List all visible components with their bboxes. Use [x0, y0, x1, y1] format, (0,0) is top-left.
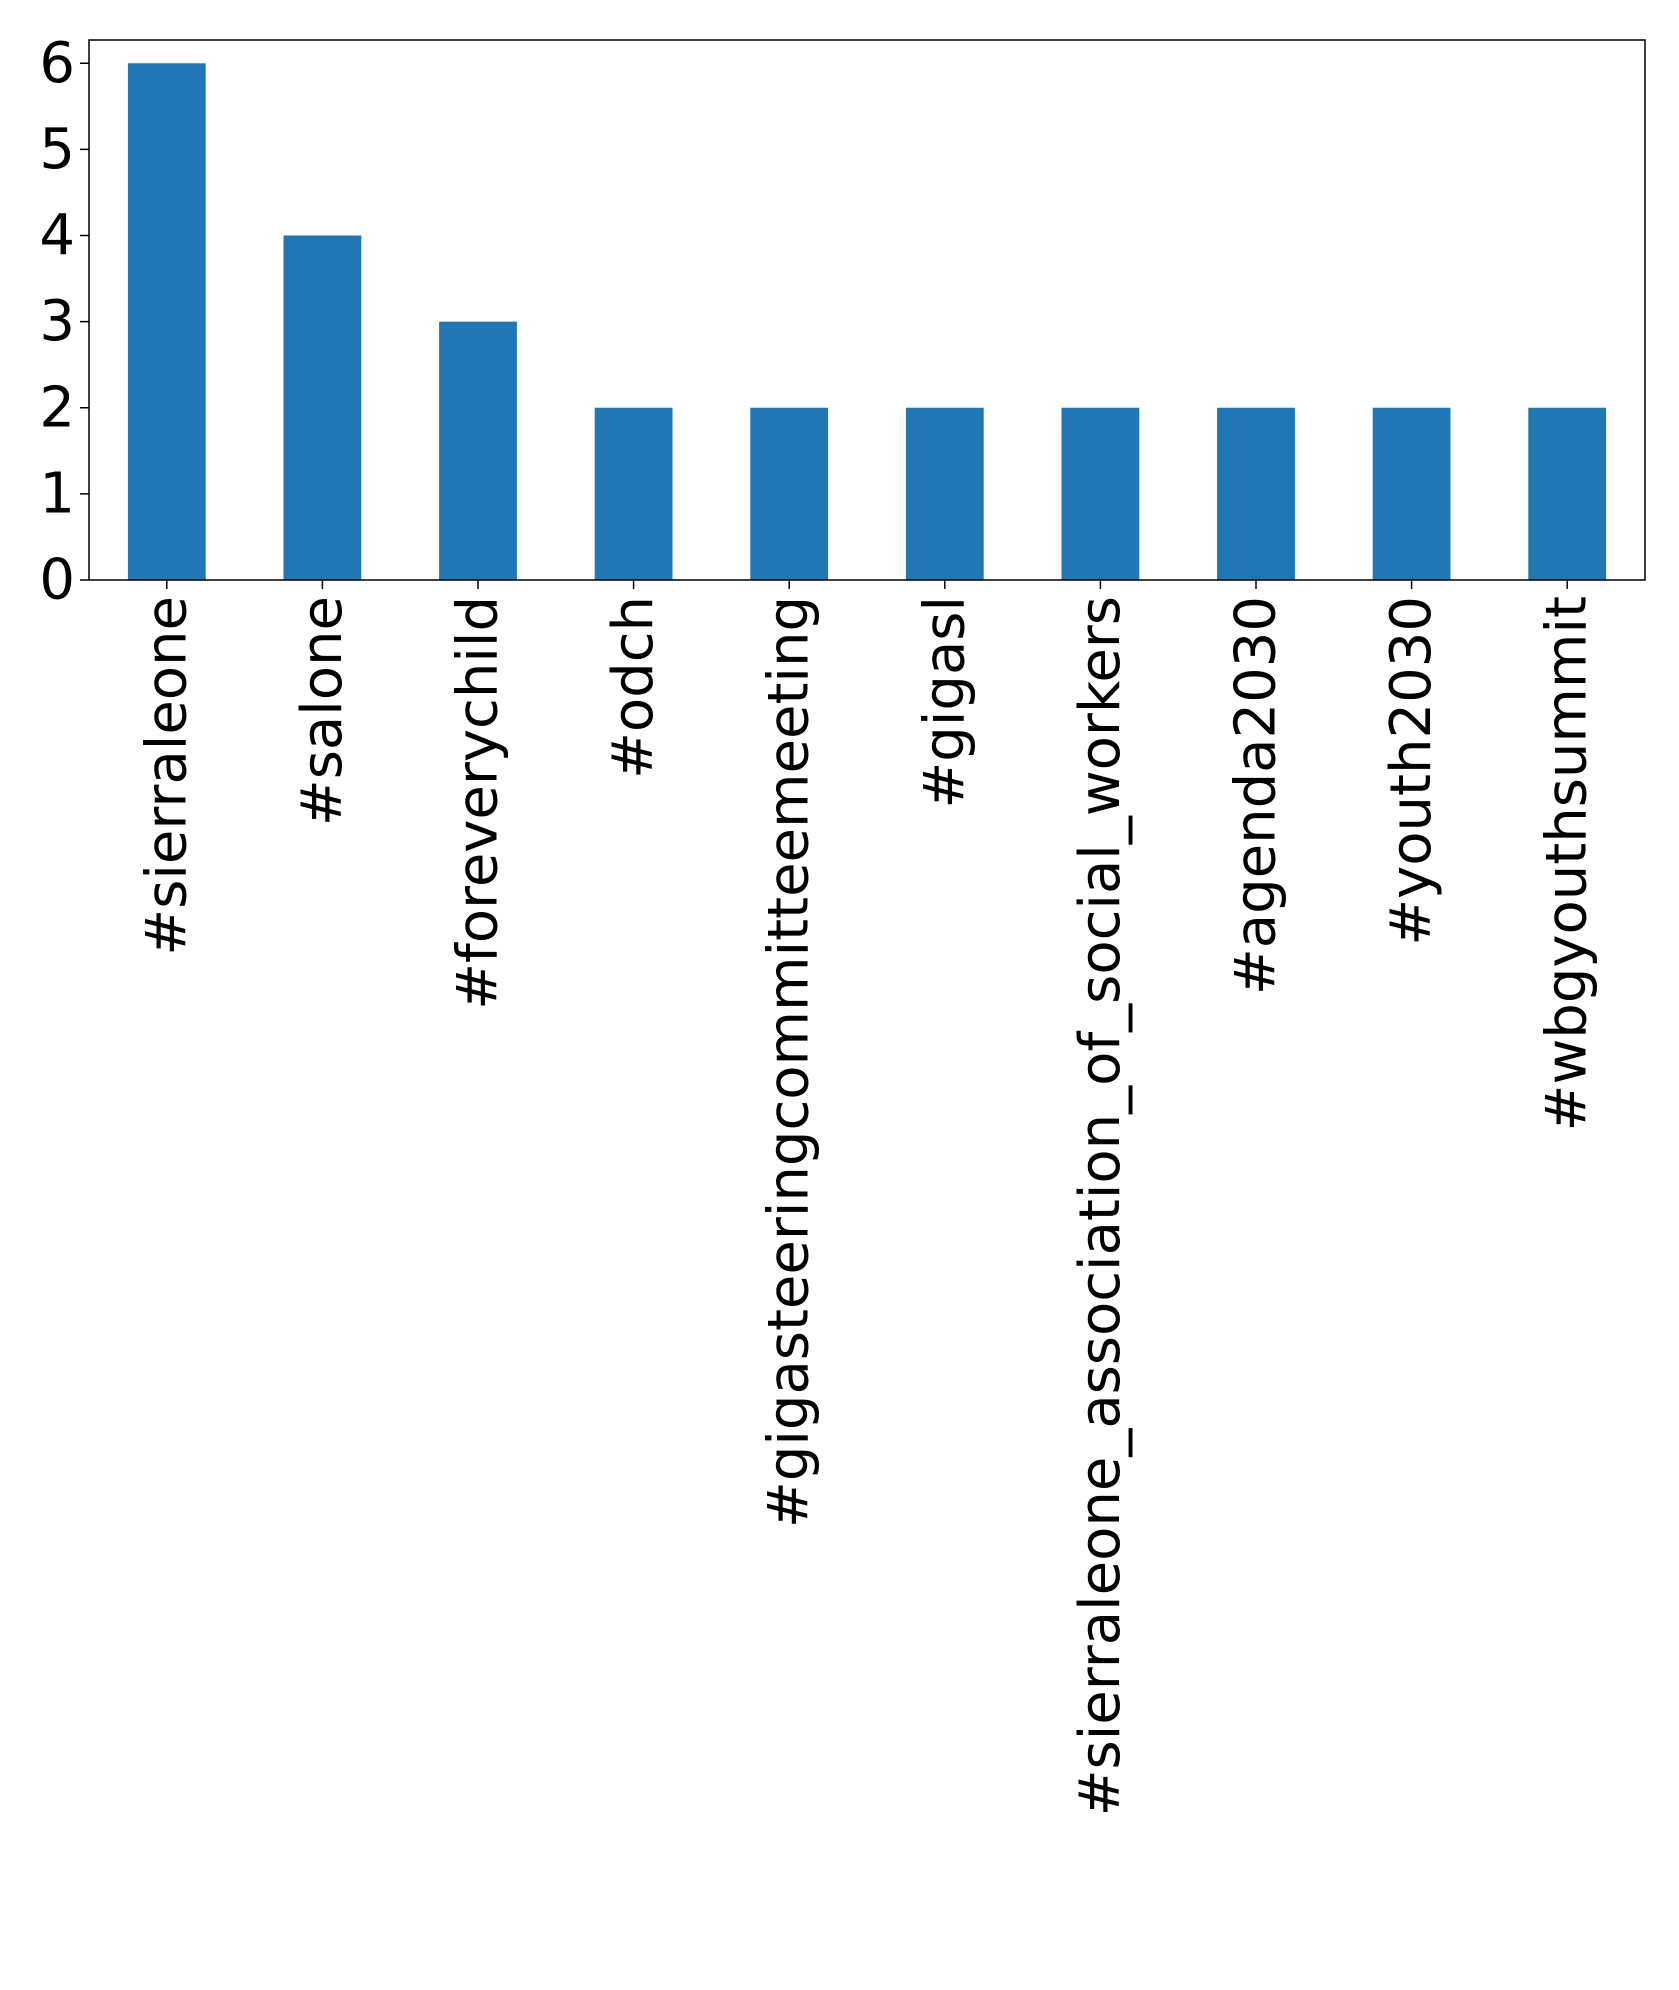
x-tick-label: #wbgyouthsummit [1535, 596, 1600, 1131]
bar-odch [594, 407, 673, 580]
y-tick-label: 3 [39, 289, 75, 354]
y-tick-label: 0 [39, 548, 75, 613]
y-tick-label: 6 [39, 31, 75, 96]
y-tick-label: 4 [39, 203, 75, 268]
x-tick-label: #agenda2030 [1224, 596, 1289, 995]
y-tick-label: 1 [39, 461, 75, 526]
bar-sierraleone-association-of-social-workers [1061, 407, 1140, 580]
x-tick-label: #gigasl [912, 596, 977, 809]
bar-agenda2030 [1217, 407, 1295, 580]
y-tick-label: 5 [39, 117, 75, 182]
bar-youth2030 [1372, 407, 1451, 580]
bar-foreverychild [439, 321, 517, 580]
x-tick-label: #foreverychild [446, 596, 511, 1010]
bar-gigasteeringcommitteemeeting [750, 407, 829, 580]
x-tick-label: #sierraleone [134, 596, 199, 956]
bar-gigasl [905, 407, 984, 580]
y-axis: 0 1 2 3 4 5 6 [39, 31, 89, 613]
plot-area-frame [88, 39, 1646, 581]
bar-salone [283, 235, 362, 581]
x-tick-label: #salone [290, 596, 355, 826]
x-tick-label: #odch [601, 596, 666, 779]
bar-wbgyouthsummit [1528, 407, 1607, 580]
x-tick-label: #youth2030 [1379, 596, 1444, 946]
bar-sierraleone [127, 63, 206, 580]
x-tick-label: #sierraleone_association_of_social_worke… [1068, 596, 1133, 1816]
y-tick-label: 2 [39, 375, 75, 440]
x-tick-label: #gigasteeringcommitteemeeting [757, 596, 822, 1528]
x-axis: #sierraleone #salone #foreverychild #odch #g… [134, 580, 1600, 1816]
bars-layer [127, 63, 1607, 581]
